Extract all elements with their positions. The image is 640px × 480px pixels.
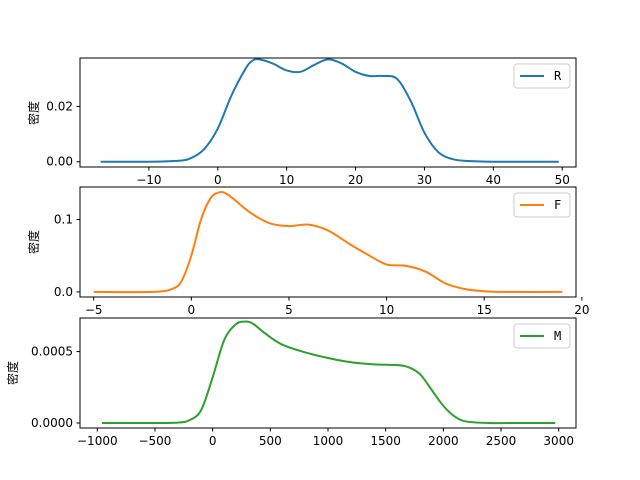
legend: F <box>513 192 571 218</box>
y-axis-label: 密度 <box>5 361 20 385</box>
y-tick-label: 0.1 <box>54 213 73 227</box>
y-tick-label: 0.00 <box>46 155 73 169</box>
x-tick-label: 1500 <box>370 434 401 448</box>
x-tick-label: 20 <box>348 173 363 187</box>
x-tick-label: −1000 <box>77 434 118 448</box>
x-tick-label: −500 <box>138 434 171 448</box>
y-tick-label: 0.02 <box>46 99 73 113</box>
x-tick-label: 30 <box>417 173 432 187</box>
series-line-F <box>93 191 563 294</box>
x-tick-label: 500 <box>259 434 282 448</box>
x-tick-label: 5 <box>285 303 293 317</box>
x-tick-label: 3000 <box>543 434 574 448</box>
y-axis-label: 密度 <box>26 230 41 254</box>
x-tick-label: 15 <box>477 303 492 317</box>
x-tick-label: 20 <box>574 303 589 317</box>
y-tick-label: 0.0 <box>54 285 73 299</box>
axes-frame <box>79 186 577 298</box>
y-axis-label: 密度 <box>26 101 41 125</box>
x-tick-label: 0 <box>214 173 222 187</box>
legend: M <box>513 323 571 349</box>
x-tick-label: 2500 <box>486 434 517 448</box>
panel-2: −5 0 5 10 15 20 0.0 0.1 密度 F <box>26 186 589 317</box>
x-tick-label: 0 <box>187 303 195 317</box>
x-tick-label: 1000 <box>313 434 344 448</box>
legend-label: R <box>554 69 562 83</box>
legend-label: M <box>554 329 561 343</box>
legend: R <box>513 63 571 89</box>
x-tick-label: 40 <box>486 173 501 187</box>
x-tick-label: 10 <box>279 173 294 187</box>
axes-frame <box>79 57 577 168</box>
y-tick-label: 0.0005 <box>31 345 73 359</box>
series-line-R <box>100 58 559 163</box>
x-tick-label: 50 <box>555 173 570 187</box>
x-tick-label: 10 <box>379 303 394 317</box>
legend-label: F <box>554 198 561 212</box>
series-line-M <box>101 320 556 425</box>
x-tick-label: −5 <box>85 303 103 317</box>
panel-1: −10 0 10 20 30 40 50 0.00 0.02 密度 R <box>26 57 577 187</box>
x-tick-label: 2000 <box>428 434 459 448</box>
y-tick-label: 0.0000 <box>31 416 73 430</box>
axes-frame <box>79 317 577 429</box>
panel-3: −1000 −500 0 500 1000 1500 2000 2500 3000 0.0000 0… <box>5 317 577 448</box>
x-tick-label: −10 <box>136 173 161 187</box>
x-tick-label: 0 <box>209 434 217 448</box>
